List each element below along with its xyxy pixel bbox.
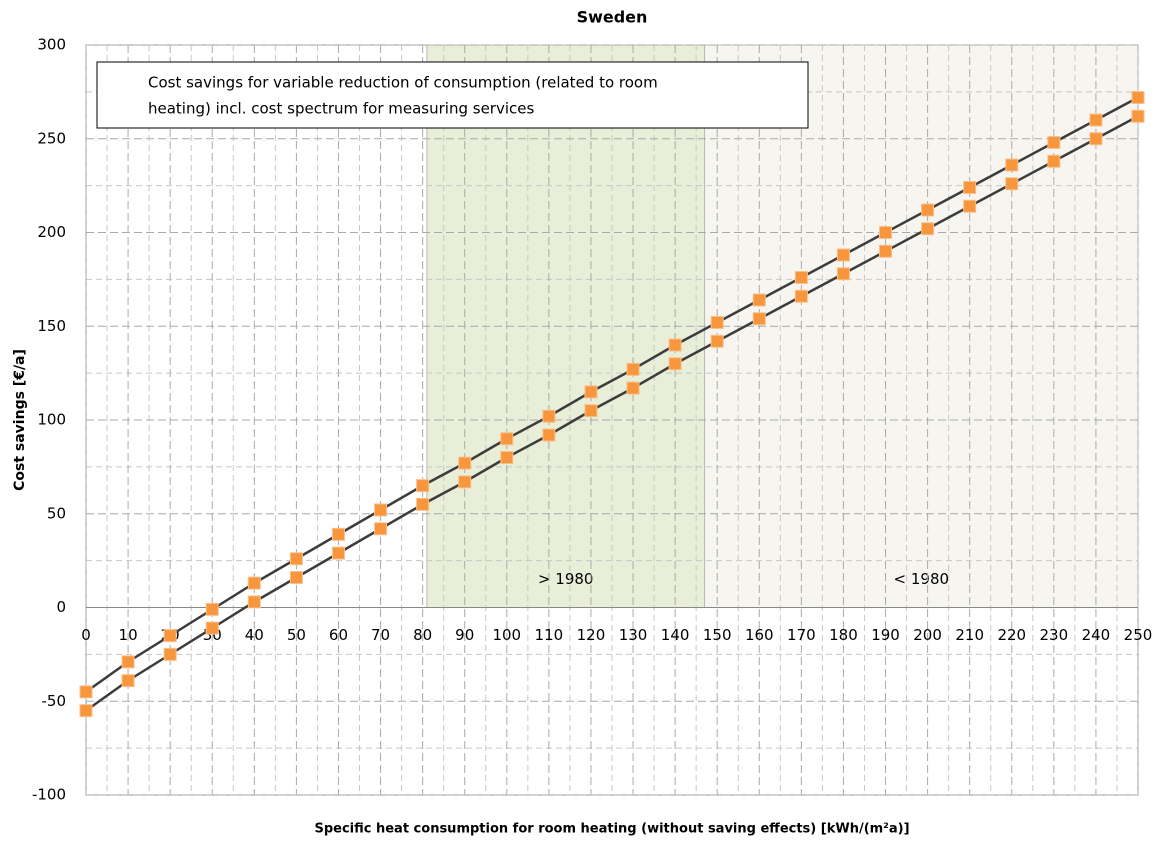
x-axis-label: Specific heat consumption for room heati… — [314, 822, 909, 837]
chart-title: Sweden — [577, 8, 648, 27]
y-tick-label: -100 — [32, 786, 66, 804]
marker — [879, 226, 893, 239]
marker — [331, 527, 345, 541]
y-tick-label: 0 — [56, 598, 66, 616]
marker — [752, 293, 766, 307]
marker — [374, 522, 388, 536]
y-tick-label: 50 — [47, 504, 66, 522]
marker — [542, 428, 556, 442]
legend-box — [96, 61, 809, 129]
y-axis-label: Cost savings [€/a] — [12, 349, 28, 491]
x-tick-label: 0 — [81, 626, 91, 644]
marker — [752, 312, 766, 326]
marker — [121, 655, 135, 669]
marker — [1089, 113, 1103, 127]
x-tick-label: 250 — [1124, 626, 1153, 644]
marker — [1047, 154, 1061, 168]
marker — [458, 456, 472, 470]
x-tick-label: 190 — [871, 626, 900, 644]
x-tick-label: 80 — [413, 626, 432, 644]
marker — [710, 316, 724, 329]
marker — [710, 334, 724, 348]
y-tick-label: 100 — [37, 411, 66, 429]
x-tick-label: 180 — [829, 626, 858, 644]
marker — [963, 181, 977, 194]
y-tick-label: -50 — [42, 692, 67, 710]
x-tick-label: 90 — [455, 626, 474, 644]
x-tick-label: 50 — [287, 626, 306, 644]
marker — [836, 267, 850, 281]
marker — [121, 674, 135, 688]
marker — [247, 576, 261, 590]
marker — [1131, 91, 1145, 104]
marker — [1089, 132, 1103, 146]
marker — [79, 704, 93, 718]
marker — [416, 497, 430, 511]
marker — [1047, 136, 1061, 149]
marker — [374, 503, 388, 517]
y-tick-label: 150 — [37, 317, 66, 335]
marker — [1005, 158, 1019, 172]
legend-text: Cost savings for variable reduction of c… — [148, 74, 658, 92]
series-line — [85, 96, 1139, 693]
marker — [205, 602, 219, 616]
marker — [289, 571, 303, 584]
y-tick-label: 200 — [37, 223, 66, 241]
x-tick-label: 100 — [492, 626, 521, 644]
x-tick-label: 230 — [1040, 626, 1069, 644]
marker — [542, 409, 556, 423]
marker — [247, 595, 261, 609]
marker — [79, 685, 93, 699]
marker — [500, 432, 514, 446]
marker — [1005, 177, 1019, 191]
region-label: < 1980 — [894, 570, 950, 588]
x-tick-label: 200 — [913, 626, 942, 644]
legend-text: heating) incl. cost spectrum for measuri… — [148, 100, 534, 118]
y-tick-label: 300 — [37, 36, 66, 54]
marker — [500, 451, 514, 464]
marker — [1131, 109, 1145, 123]
x-tick-label: 210 — [955, 626, 984, 644]
marker — [205, 621, 219, 635]
marker — [963, 199, 977, 213]
marker — [289, 552, 303, 566]
marker — [331, 546, 345, 560]
marker — [836, 248, 850, 262]
marker — [626, 362, 640, 376]
x-tick-label: 140 — [661, 626, 690, 644]
x-tick-label: 130 — [619, 626, 648, 644]
marker — [668, 357, 682, 371]
x-tick-label: 160 — [745, 626, 774, 644]
x-tick-label: 170 — [787, 626, 816, 644]
x-tick-label: 70 — [371, 626, 390, 644]
marker — [163, 629, 177, 643]
marker — [626, 381, 640, 395]
marker — [921, 222, 935, 236]
x-tick-label: 120 — [577, 626, 606, 644]
marker — [794, 289, 808, 303]
marker — [879, 244, 893, 258]
marker — [584, 385, 598, 399]
x-tick-label: 60 — [329, 626, 348, 644]
region-label: > 1980 — [538, 570, 594, 588]
x-tick-label: 40 — [245, 626, 264, 644]
marker — [458, 475, 472, 489]
x-tick-label: 10 — [119, 626, 138, 644]
marker — [668, 338, 682, 352]
x-tick-label: 220 — [997, 626, 1026, 644]
marker — [921, 203, 935, 217]
x-tick-label: 150 — [703, 626, 732, 644]
marker — [163, 647, 177, 661]
series-line — [85, 115, 1139, 712]
y-tick-label: 250 — [37, 129, 66, 147]
marker — [794, 271, 808, 284]
marker — [416, 479, 430, 493]
x-tick-label: 240 — [1082, 626, 1111, 644]
marker — [584, 404, 598, 418]
x-tick-label: 110 — [535, 626, 564, 644]
